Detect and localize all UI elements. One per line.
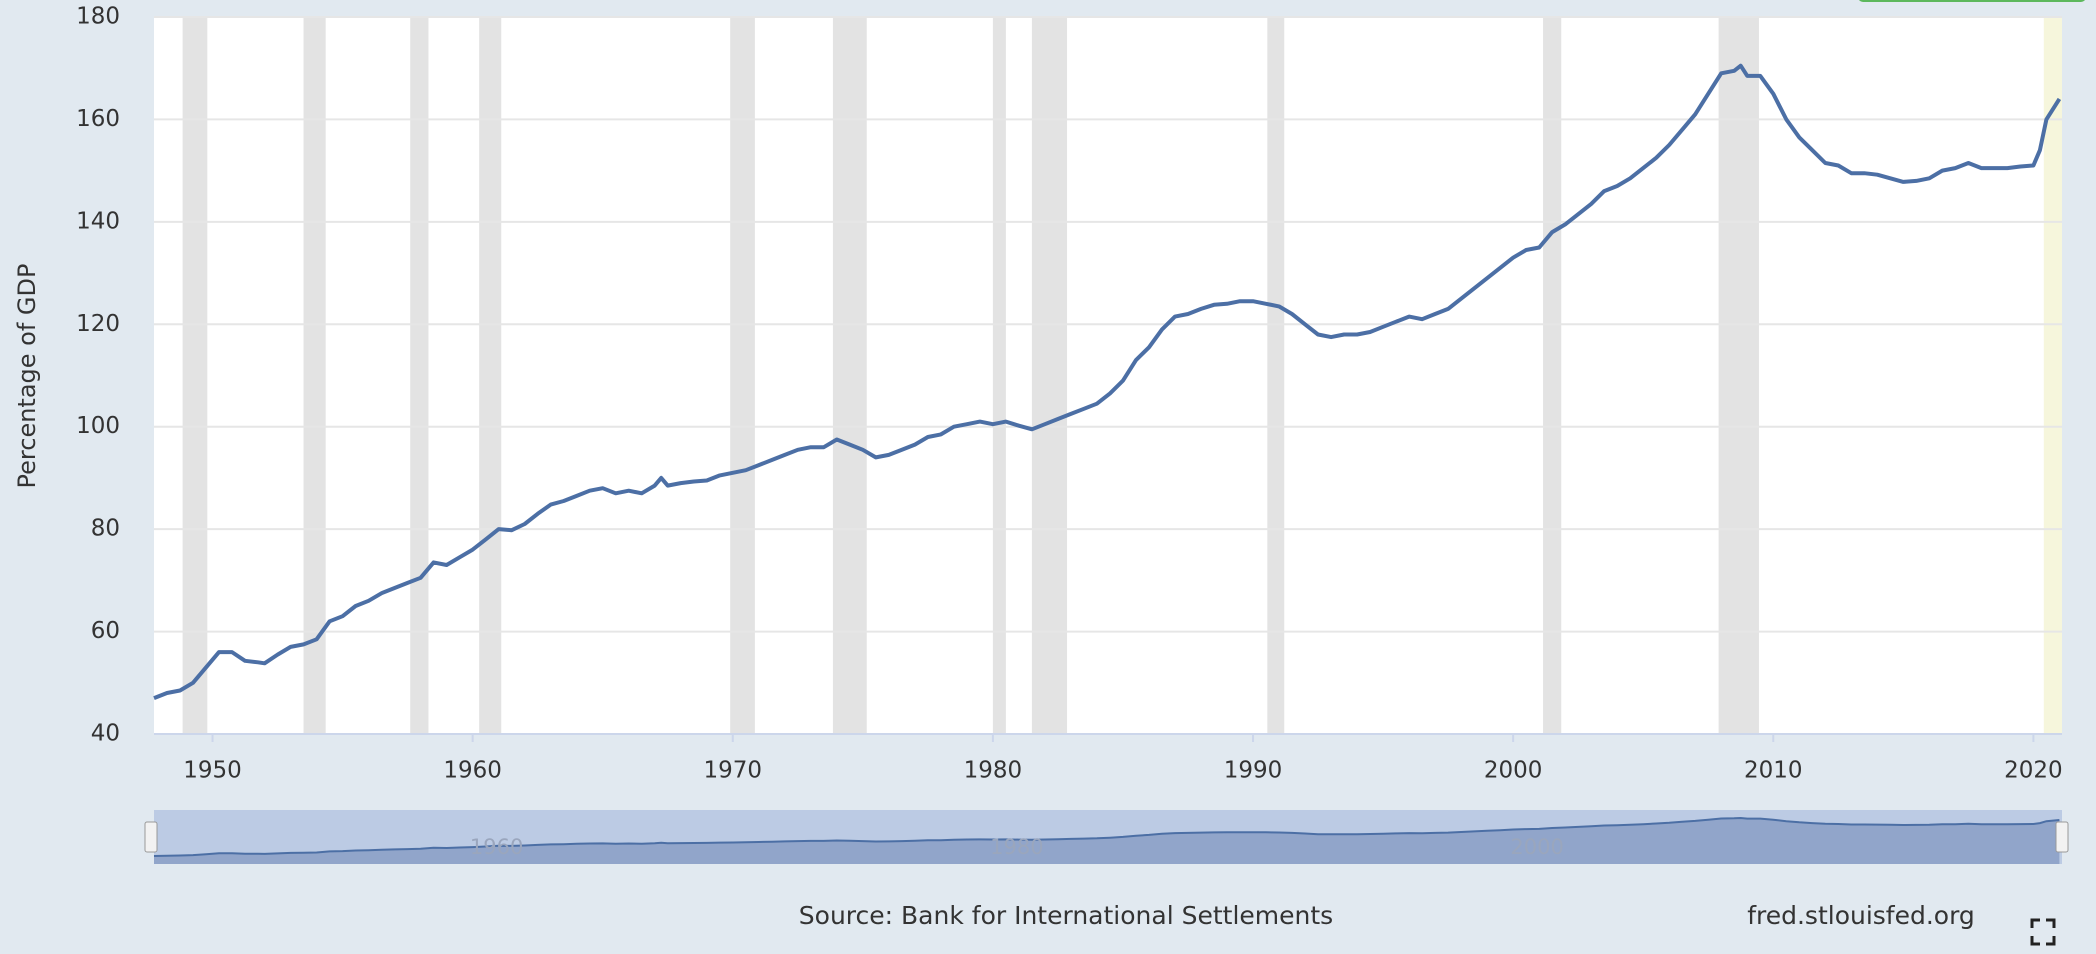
provisional-band [2043,17,2062,734]
navigator-tick-label: 1960 [470,835,523,859]
recession-band [992,17,1006,734]
x-tick-label: 2000 [1484,758,1543,784]
y-tick-label: 60 [91,618,120,644]
y-tick-label: 80 [91,516,120,542]
y-tick-label: 40 [91,721,120,747]
x-tick-label: 1960 [443,758,502,784]
y-tick-label: 160 [76,106,120,132]
navigator-line [153,816,2060,857]
recession-band [479,17,502,734]
top-button[interactable] [1858,0,2086,2]
fullscreen-icon[interactable] [2030,918,2056,946]
y-tick-label: 100 [76,413,120,439]
x-tick-label: 1970 [703,758,762,784]
navigator-handle[interactable] [2055,821,2069,853]
recession-band [410,17,429,734]
x-tick-label: 2010 [1744,758,1803,784]
x-tick-label: 1980 [964,758,1023,784]
y-tick-label: 140 [76,208,120,234]
recession-band [303,17,326,734]
recession-band [1543,17,1562,734]
recession-band [832,17,867,734]
navigator-tick-label: 2000 [1510,835,1563,859]
recession-band [1031,17,1068,734]
y-tick-label: 180 [76,4,120,30]
y-axis-label: Percentage of GDP [13,264,41,489]
navigator-tick-label: 1980 [990,835,1043,859]
series-line [153,63,2062,700]
recession-band [730,17,755,734]
site-link[interactable]: fred.stlouisfed.org [1747,901,1975,930]
x-tick-label: 1950 [183,758,242,784]
recession-band [1718,17,1759,734]
recession-band [182,17,208,734]
plot-area [154,17,2062,734]
x-tick-label: 2020 [2004,758,2063,784]
navigator-handle[interactable] [144,821,158,853]
navigator-area [154,818,2060,864]
y-tick-label: 120 [76,311,120,337]
x-tick-label: 1990 [1224,758,1283,784]
recession-band [1267,17,1285,734]
source: Source: Bank for International Settlemen… [799,901,1333,930]
